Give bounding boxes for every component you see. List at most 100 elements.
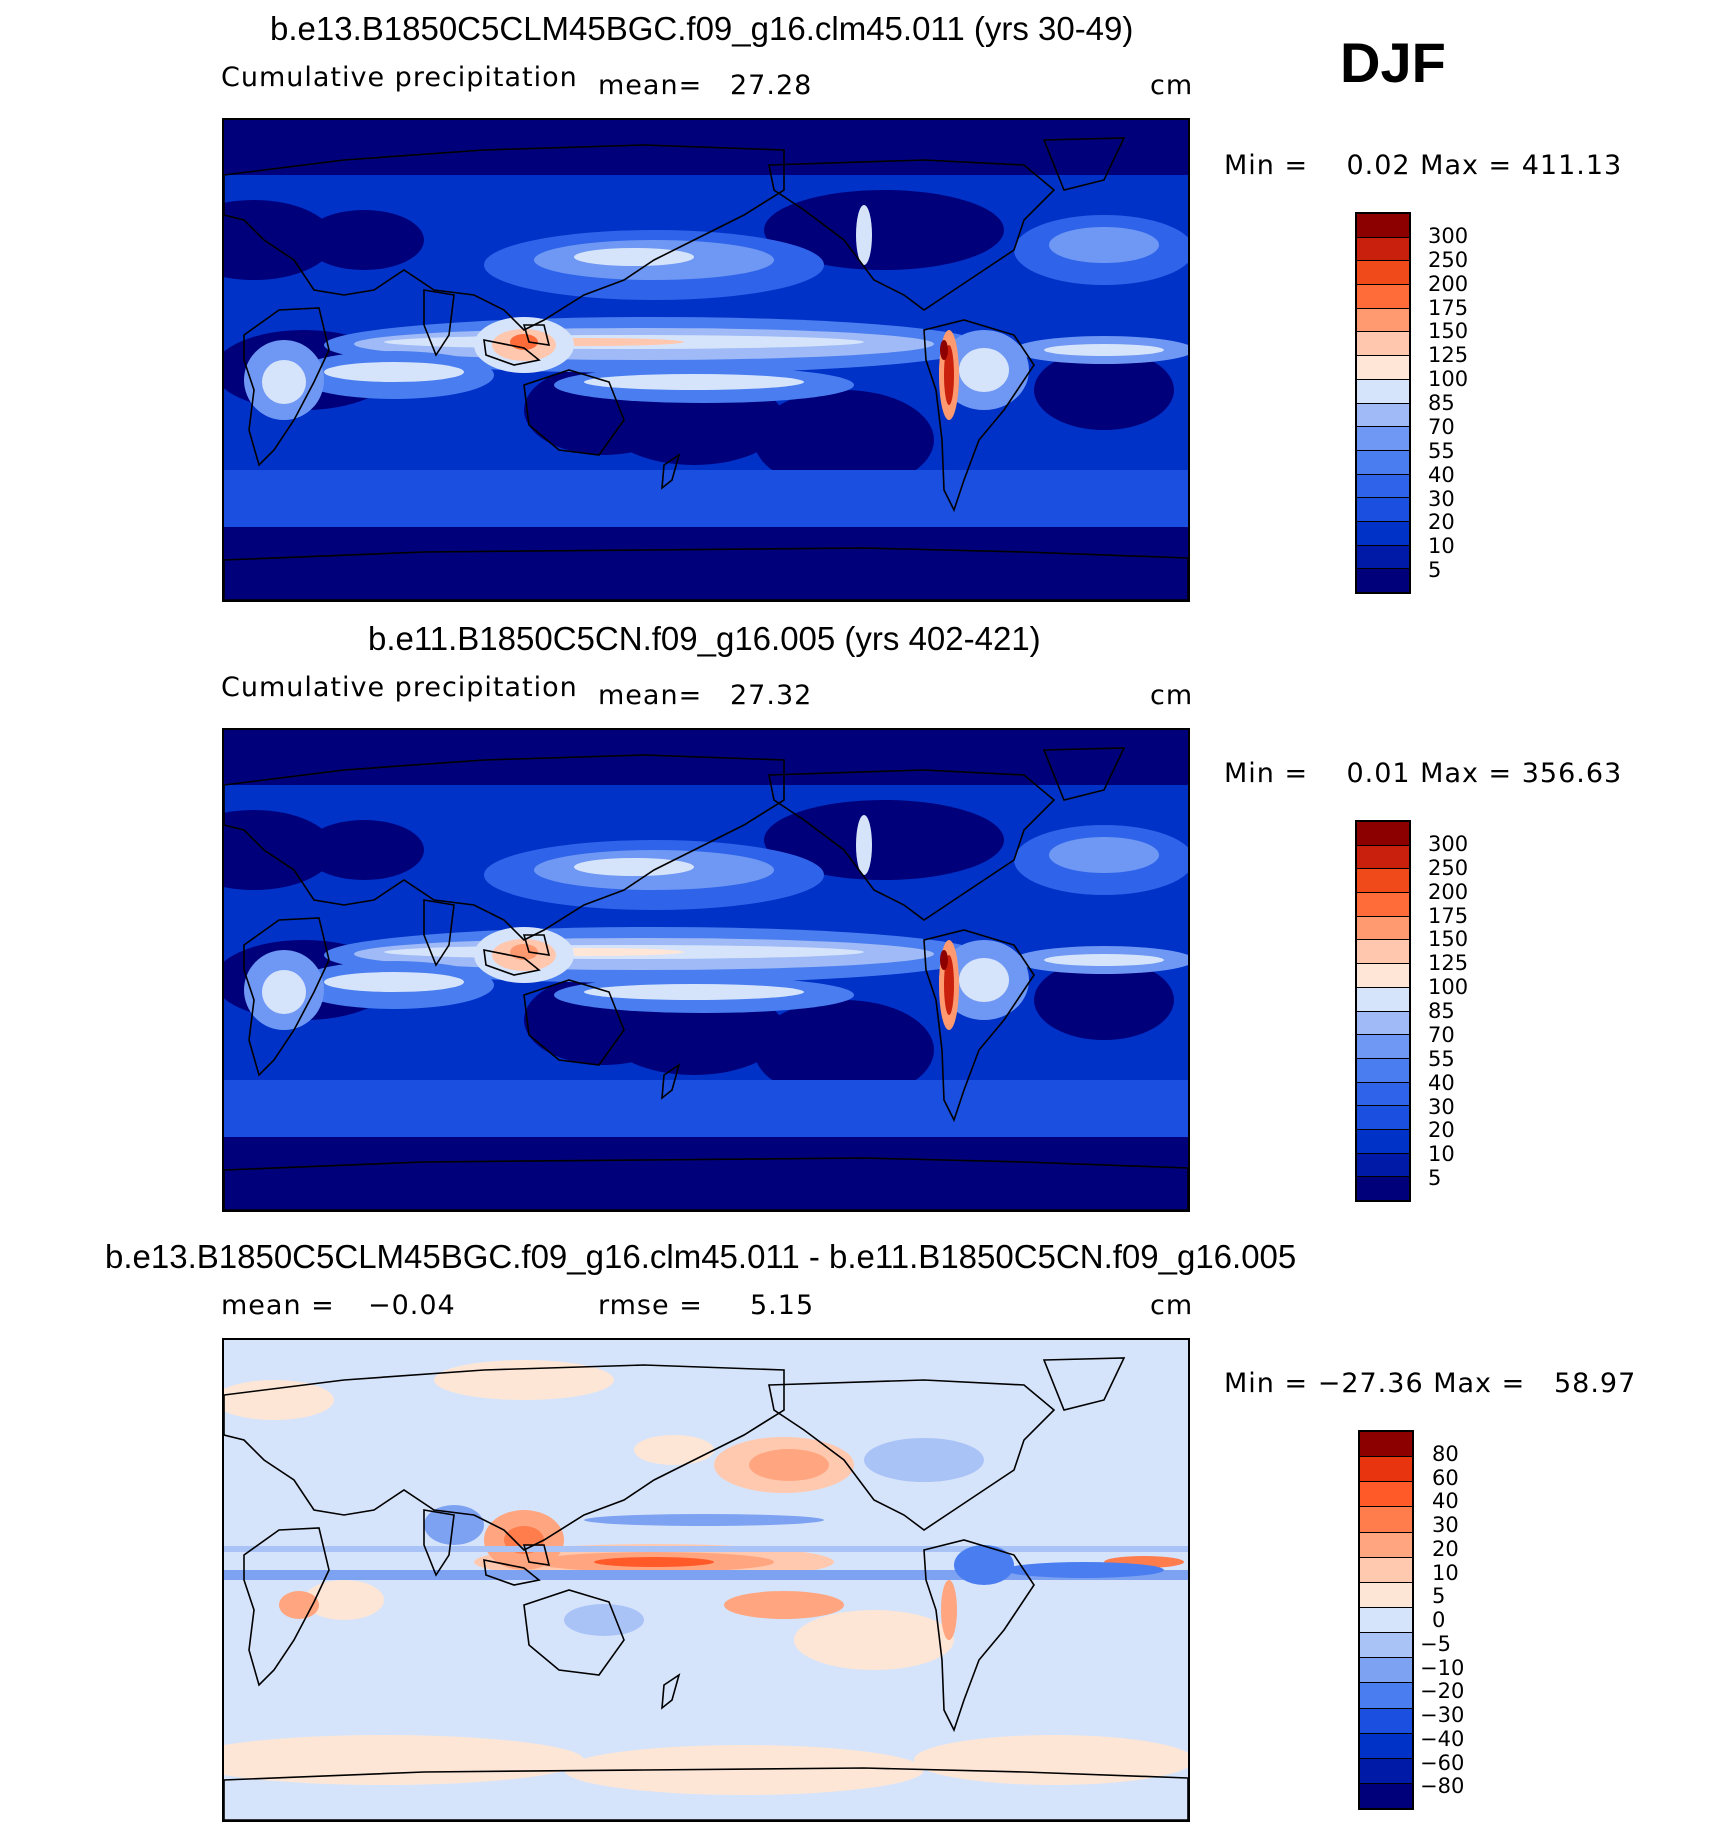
colorbar-swatch: [1357, 261, 1409, 286]
colorbar-tick-label: 10: [1428, 1142, 1455, 1167]
colorbar-tick-label: 5: [1428, 558, 1442, 583]
colorbar-swatch: [1360, 1532, 1412, 1558]
colorbar-tick-label: 20: [1432, 1536, 1459, 1561]
coastline: [483, 1558, 541, 1586]
colorbar-swatch: [1357, 964, 1409, 988]
colorbar-tick-label: 0: [1432, 1608, 1446, 1632]
coastline: [661, 453, 681, 490]
colorbar-swatch: [1360, 1658, 1412, 1684]
colorbar-tick-label: 30: [1432, 1513, 1459, 1537]
colorbar-swatch: [1357, 356, 1409, 380]
colorbar-swatch: [1357, 893, 1409, 917]
colorbar-tick-label: 40: [1432, 1489, 1459, 1514]
coastline: [423, 899, 455, 967]
colorbar-swatch: [1357, 545, 1409, 570]
colorbar-tick-label: −30: [1420, 1703, 1465, 1727]
panel-2-mean-value: 27.32: [730, 680, 813, 711]
colorbar-tick-label: −20: [1420, 1679, 1465, 1704]
coastline: [661, 1673, 681, 1710]
colorbar-swatch: [1357, 1035, 1409, 1059]
colorbar-tick-label: 100: [1428, 975, 1469, 1000]
coastlines: [224, 137, 1188, 600]
colorbar-tick-label: 200: [1428, 271, 1469, 296]
colorbar-tick-label: 20: [1428, 1118, 1455, 1143]
colorbar-swatch: [1357, 1106, 1409, 1130]
coastline: [523, 369, 625, 456]
panel-2-units: cm: [1150, 680, 1194, 711]
colorbar-swatch: [1357, 450, 1409, 475]
colorbar-tick-label: 300: [1428, 223, 1469, 248]
colorbar-swatch: [1360, 1557, 1412, 1583]
colorbar-swatch: [1357, 1129, 1409, 1154]
panel-2-map: [222, 728, 1190, 1212]
coastline: [923, 929, 1035, 1123]
colorbar-tick-label: 70: [1428, 414, 1455, 439]
colorbar-swatch: [1357, 403, 1409, 428]
colorbar-swatch: [1360, 1457, 1412, 1483]
panel-1-mean-label: mean=: [598, 70, 703, 101]
colorbar-swatch: [1357, 1058, 1409, 1083]
colorbar-swatch: [1357, 1082, 1409, 1107]
colorbar-swatch: [1360, 1582, 1412, 1608]
colorbar-swatch: [1360, 1482, 1412, 1508]
colorbar-swatch: [1360, 1607, 1412, 1634]
colorbar-swatch: [1357, 379, 1409, 404]
panel-2-mean-label: mean=: [598, 680, 703, 711]
panel-3-rmse-value: 5.15: [750, 1290, 815, 1321]
colorbar-swatch: [1360, 1733, 1412, 1759]
colorbar-tick-label: 30: [1428, 486, 1455, 511]
colorbar-tick-label: 55: [1428, 438, 1455, 463]
coastline: [224, 754, 785, 941]
coastline: [224, 547, 1188, 600]
panel-1-units: cm: [1150, 70, 1194, 101]
colorbar-swatch: [1357, 987, 1409, 1012]
season-label: DJF: [1340, 31, 1446, 94]
coastline: [661, 1063, 681, 1100]
coastline: [1042, 747, 1126, 801]
colorbar-swatch: [1357, 474, 1409, 499]
panel-3-minmax: Min = −27.36 Max = 58.97: [1224, 1368, 1637, 1399]
coastline: [523, 1589, 625, 1676]
colorbar-swatch: [1357, 521, 1409, 546]
coastline: [483, 338, 541, 366]
coastline: [923, 1539, 1035, 1733]
colorbar-tick-label: 40: [1428, 462, 1455, 487]
colorbar-swatch: [1360, 1507, 1412, 1533]
colorbar-swatch: [1357, 940, 1409, 965]
colorbar-tick-label: 20: [1428, 510, 1455, 535]
coastline: [224, 144, 785, 331]
coastline: [423, 1509, 455, 1577]
panel-3-title: b.e13.B1850C5CLM45BGC.f09_g16.clm45.011 …: [105, 1238, 1297, 1275]
colorbar-tick-label: 125: [1428, 343, 1469, 368]
colorbar-tick-label: 150: [1428, 319, 1469, 344]
colorbar-swatch: [1357, 569, 1409, 592]
colorbar-swatch: [1357, 845, 1409, 870]
panel-3-map: [222, 1338, 1190, 1822]
panel-1-minmax: Min = 0.02 Max = 411.13: [1224, 150, 1623, 181]
colorbar-tick-label: 40: [1428, 1070, 1455, 1095]
coastline: [224, 1157, 1188, 1210]
colorbar-tick-label: −80: [1420, 1774, 1465, 1799]
colorbar-tick-label: 85: [1428, 999, 1455, 1023]
coastline: [768, 769, 1056, 921]
colorbar-swatch: [1357, 427, 1409, 451]
colorbar-tick-label: 10: [1428, 534, 1455, 559]
colorbar-tick-label: 175: [1428, 295, 1469, 320]
coastline: [923, 319, 1035, 513]
colorbar-swatch: [1357, 869, 1409, 894]
coastline: [1042, 1357, 1126, 1411]
colorbar-swatch: [1360, 1432, 1412, 1458]
colorbar-tick-label: 5: [1428, 1166, 1442, 1191]
panel-3-mean-value: −0.04: [368, 1290, 456, 1321]
colorbar-swatch: [1360, 1683, 1412, 1709]
colorbar-tick-label: 80: [1432, 1441, 1459, 1466]
panel-2-variable-label: Cumulative precipitation: [221, 672, 578, 703]
coastline: [522, 1544, 551, 1566]
colorbar-tick-label: −40: [1420, 1726, 1465, 1751]
colorbar-swatch: [1357, 308, 1409, 333]
panel-1-mean-value: 27.28: [730, 70, 813, 101]
colorbar-tick-label: 175: [1428, 903, 1469, 928]
colorbar-swatch: [1357, 237, 1409, 262]
coastlines: [224, 747, 1188, 1210]
colorbar-tick-label: 5: [1432, 1584, 1446, 1609]
